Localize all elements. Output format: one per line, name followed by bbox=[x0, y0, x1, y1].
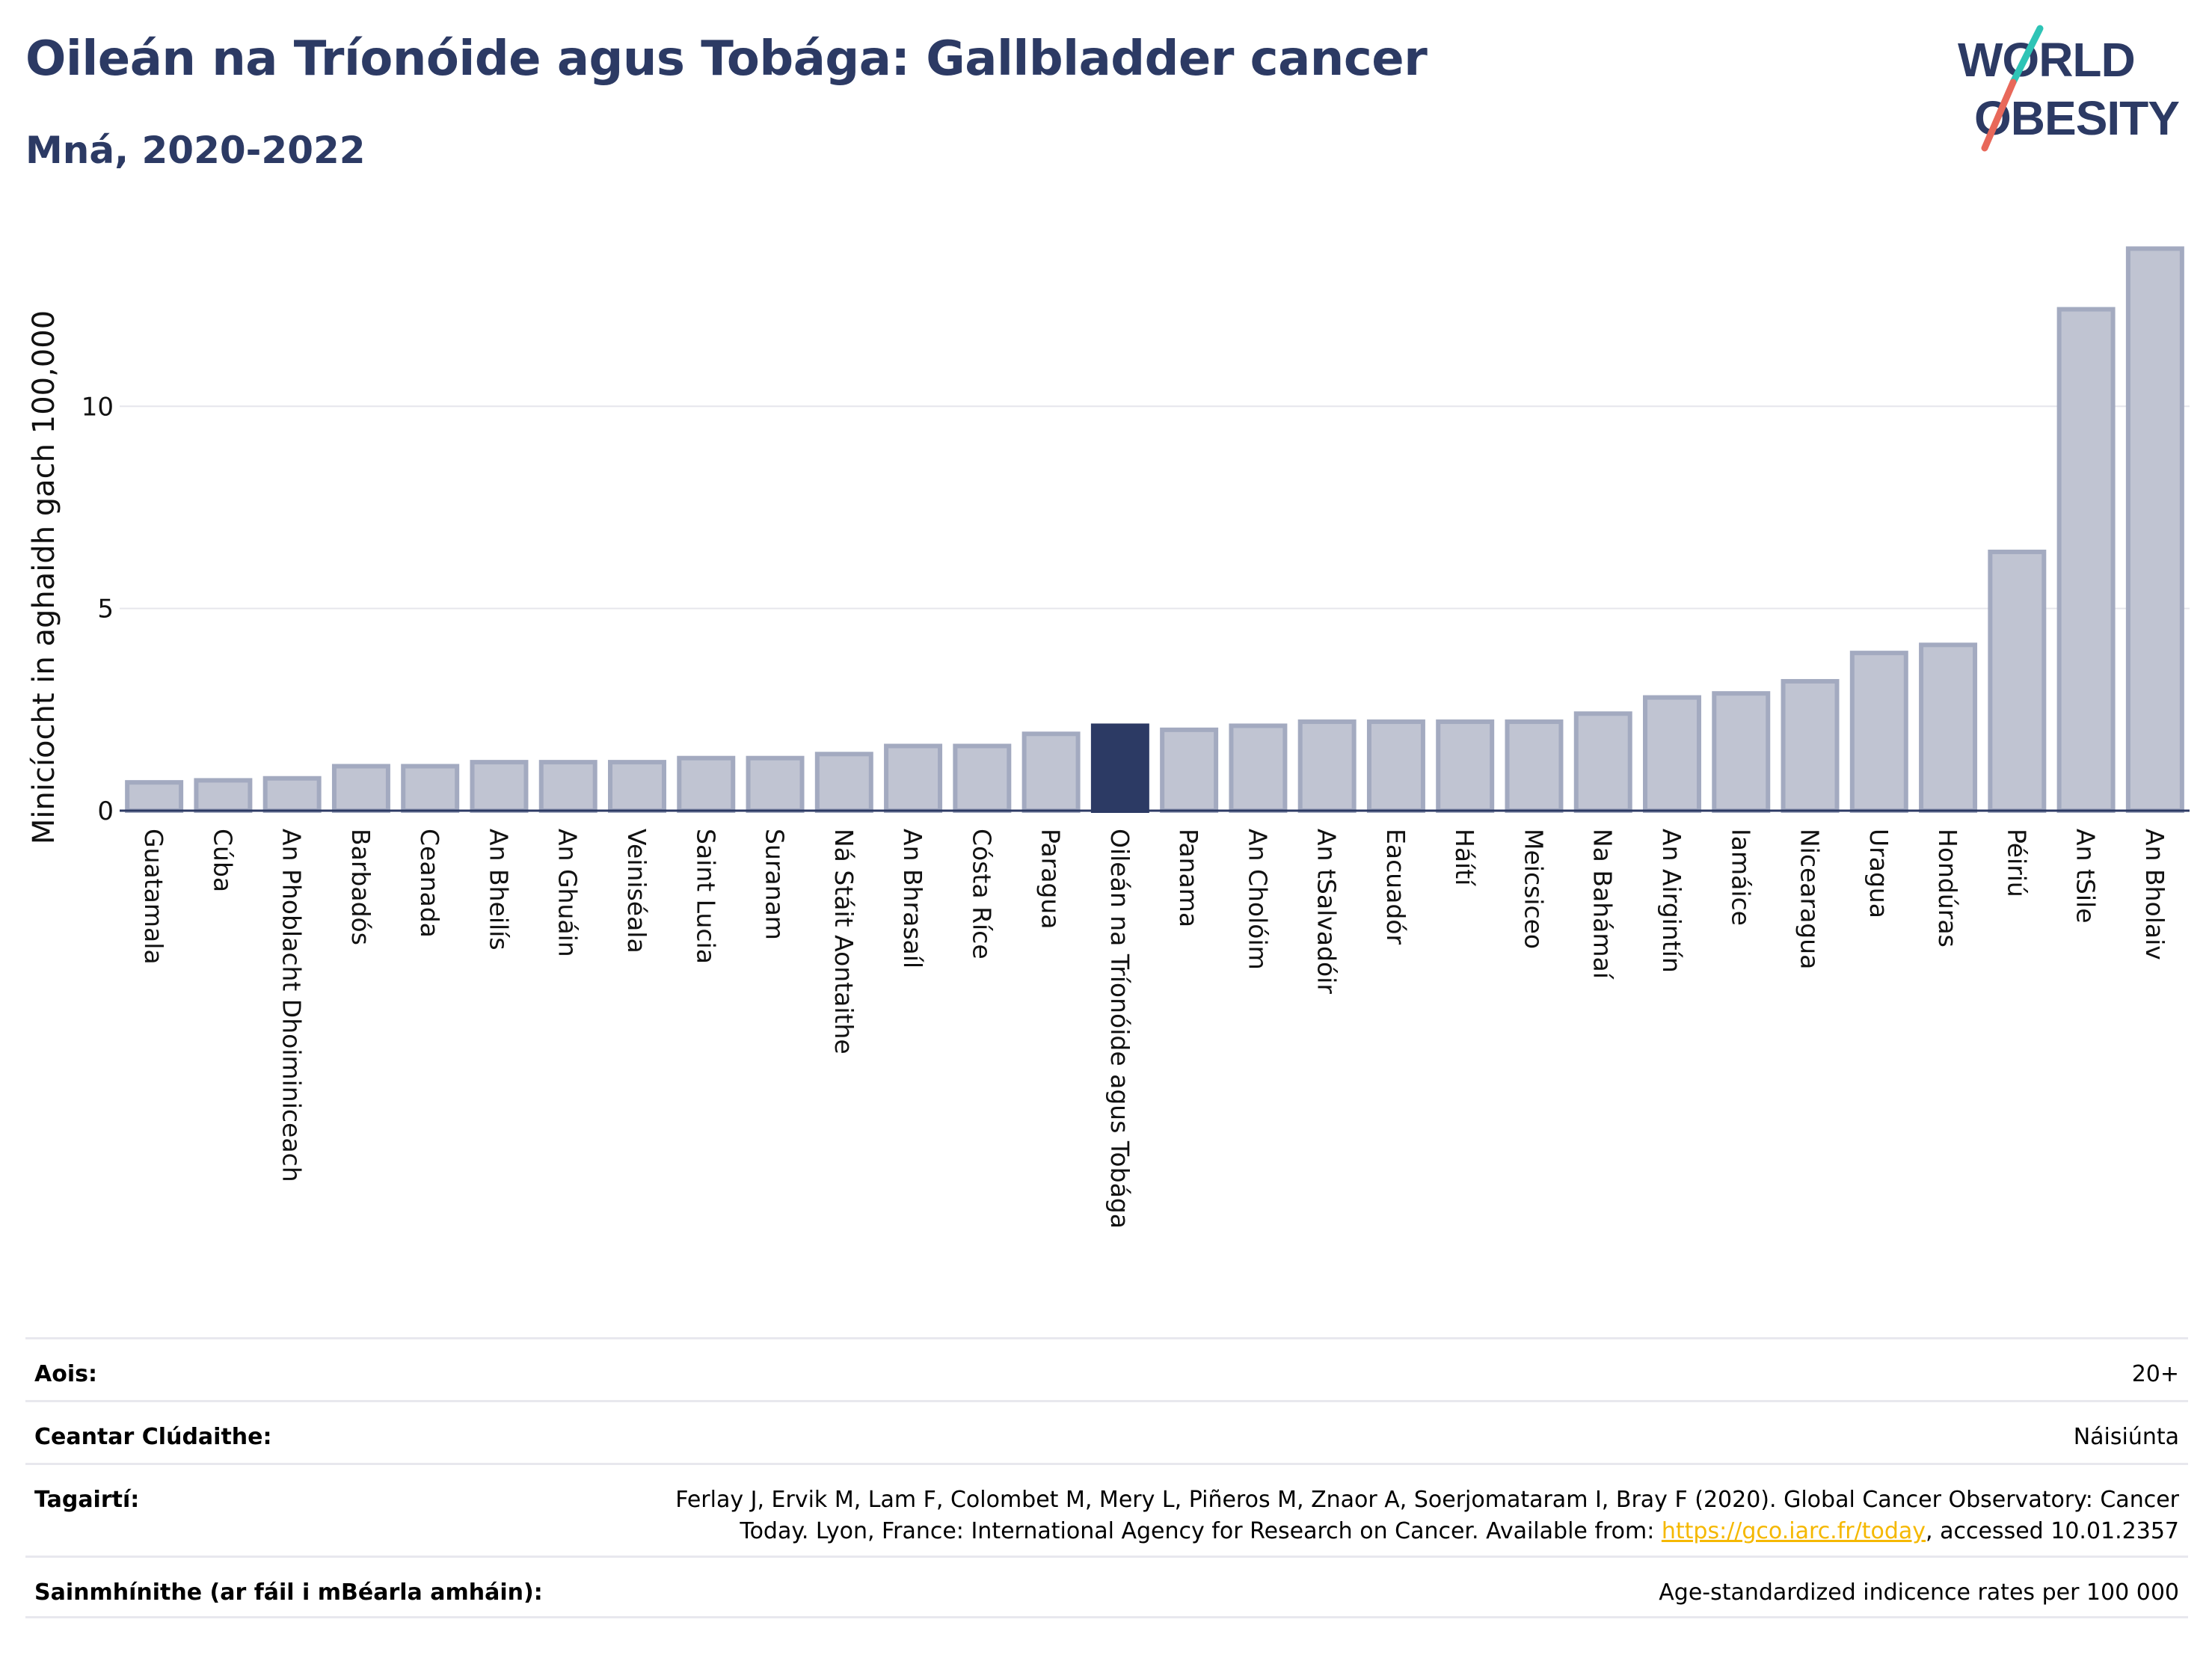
meta-label: Ceantar Clúdaithe: bbox=[34, 1424, 272, 1450]
bar-oile-n-na-tr-on-ide-agus-tob-ga bbox=[1090, 723, 1149, 814]
x-tick-label: Cósta Ríce bbox=[967, 829, 996, 959]
reference-line2-pre: Today. Lyon, France: International Agenc… bbox=[740, 1518, 1662, 1544]
logo-line1: WORLD bbox=[1958, 33, 2135, 87]
x-tick-label: An Airgintín bbox=[1657, 829, 1686, 973]
bar-p-iri- bbox=[1988, 549, 2047, 813]
x-tick-label: Meicsiceo bbox=[1519, 829, 1548, 949]
x-tick-label: Iamáice bbox=[1726, 829, 1755, 926]
y-tick-label: 10 bbox=[82, 392, 114, 422]
x-tick-label: Eacuadór bbox=[1381, 829, 1410, 945]
bar-panama bbox=[1160, 727, 1219, 813]
logo-slash-top bbox=[2009, 25, 2044, 86]
bar-an-ghu-in bbox=[538, 760, 597, 814]
x-tick-label: Háítí bbox=[1450, 829, 1479, 887]
meta-value: Náisiúnta bbox=[2073, 1424, 2179, 1450]
bar-ceanada bbox=[401, 764, 460, 814]
x-tick-label: An tSalvadóir bbox=[1312, 829, 1342, 994]
x-tick-label: Uragua bbox=[1864, 829, 1893, 918]
meta-row-coverage: Ceantar Clúdaithe: Náisiúnta bbox=[25, 1400, 2188, 1463]
bar-iam-ice bbox=[1712, 691, 1771, 814]
x-tick-label: Ceanada bbox=[415, 829, 444, 938]
reference-line1: Ferlay J, Ervik M, Lam F, Colombet M, Me… bbox=[675, 1487, 2179, 1513]
y-tick-labels: 0 5 10 bbox=[82, 392, 114, 826]
bar-an-tsile bbox=[2056, 307, 2116, 814]
x-tick-label: Péiriú bbox=[2002, 829, 2031, 897]
meta-label: Tagairtí: bbox=[34, 1487, 140, 1513]
bar-veinis-ala bbox=[608, 760, 666, 814]
bar-nicearagua bbox=[1781, 678, 1840, 813]
chart-title: Oileán na Tríonóide agus Tobága: Gallbla… bbox=[25, 31, 1428, 87]
grid-lines bbox=[120, 405, 2190, 610]
x-tick-label: Paragua bbox=[1036, 829, 1066, 930]
x-tick-label: Cúba bbox=[208, 829, 237, 892]
bar-an-chol-im bbox=[1229, 723, 1288, 814]
meta-row-age: Aois: 20+ bbox=[25, 1337, 2188, 1400]
x-tick-label: Oileán na Tríonóide agus Tobága bbox=[1105, 829, 1134, 1229]
world-obesity-logo: WORLD OBESITY bbox=[1958, 25, 2180, 152]
meta-value: Ferlay J, Ervik M, Lam F, Colombet M, Me… bbox=[675, 1484, 2179, 1547]
bar-an-phoblacht-dhoiminiceach bbox=[262, 776, 322, 814]
bar-an-bhrasa-l bbox=[884, 743, 943, 814]
x-tick-label: Nicearagua bbox=[1795, 829, 1825, 969]
bar-n-st-it-aontaithe bbox=[814, 752, 873, 814]
x-tick-label: An Cholóim bbox=[1243, 829, 1272, 970]
bar-an-airgint-n bbox=[1643, 695, 1701, 813]
x-tick-label: An Ghuáin bbox=[553, 829, 583, 957]
bar-chart: 0 5 10 Guatamala Cúba An Phoblacht Dhoiminic… bbox=[27, 246, 2190, 1229]
x-tick-label: Barbadós bbox=[346, 829, 375, 945]
x-tick-label: Panama bbox=[1174, 829, 1203, 927]
meta-label: Sainmhínithe (ar fáil i mBéarla amháin): bbox=[34, 1579, 543, 1606]
bar-uragua bbox=[1849, 651, 1908, 814]
y-tick-label: 0 bbox=[97, 796, 114, 826]
bar-eacuad-r bbox=[1366, 719, 1425, 813]
metadata-table: Aois: 20+ Ceantar Clúdaithe: Náisiúnta T… bbox=[25, 1337, 2188, 1618]
bar-suranam bbox=[746, 755, 805, 813]
bar-h-t- bbox=[1436, 719, 1495, 813]
x-tick-label: An Bhrasaíl bbox=[898, 829, 927, 968]
x-tick-labels: Guatamala Cúba An Phoblacht Dhoiminiceach B… bbox=[139, 829, 2169, 1229]
x-tick-label: An Bheilís bbox=[484, 829, 513, 951]
reference-line2-post: , accessed 10.01.2357 bbox=[1926, 1518, 2179, 1544]
y-axis-label: Minicíocht in aghaidh gach 100,000 bbox=[27, 310, 61, 844]
x-tick-label: Na Bahámaí bbox=[1588, 829, 1617, 980]
y-tick-label: 5 bbox=[97, 595, 114, 624]
x-tick-label: An tSile bbox=[2071, 829, 2101, 924]
meta-value: 20+ bbox=[2131, 1361, 2179, 1387]
meta-value: Age-standardized indicence rates per 100… bbox=[1659, 1579, 2179, 1606]
bar-guatamala bbox=[125, 780, 184, 814]
x-tick-label: Ná Stáit Aontaithe bbox=[829, 829, 858, 1054]
bar-na-bah-ma- bbox=[1573, 711, 1632, 814]
x-tick-label: Hondúras bbox=[1933, 829, 1962, 948]
reference-link[interactable]: https://gco.iarc.fr/today bbox=[1661, 1518, 1926, 1544]
bar-paragua bbox=[1021, 731, 1081, 814]
bar-saint-lucia bbox=[677, 755, 736, 813]
bar-an-bheil-s bbox=[470, 760, 529, 814]
bar-c-sta-r-ce bbox=[953, 743, 1012, 814]
bar-barbad-s bbox=[331, 764, 390, 814]
meta-row-references: Tagairtí: Ferlay J, Ervik M, Lam F, Colo… bbox=[25, 1463, 2188, 1556]
bar-hond-ras bbox=[1919, 642, 1978, 814]
logo-slash-bottom bbox=[1981, 79, 2017, 152]
chart-subtitle: Mná, 2020-2022 bbox=[25, 129, 366, 172]
meta-row-definitions: Sainmhínithe (ar fáil i mBéarla amháin):… bbox=[25, 1556, 2188, 1618]
bars bbox=[125, 246, 2184, 814]
bar-c-ba bbox=[194, 778, 253, 813]
x-tick-label: Saint Lucia bbox=[691, 829, 720, 964]
x-tick-label: Veiniséala bbox=[622, 829, 651, 954]
bar-an-bholaiv bbox=[2125, 246, 2184, 813]
x-tick-label: An Phoblacht Dhoiminiceach bbox=[277, 829, 307, 1182]
x-tick-label: Suranam bbox=[761, 829, 790, 940]
meta-label: Aois: bbox=[34, 1361, 97, 1387]
bar-an-tsalvad-ir bbox=[1297, 719, 1357, 813]
x-tick-label: An Bholaiv bbox=[2140, 829, 2169, 960]
bar-meicsiceo bbox=[1505, 719, 1564, 813]
x-tick-label: Guatamala bbox=[139, 829, 168, 965]
